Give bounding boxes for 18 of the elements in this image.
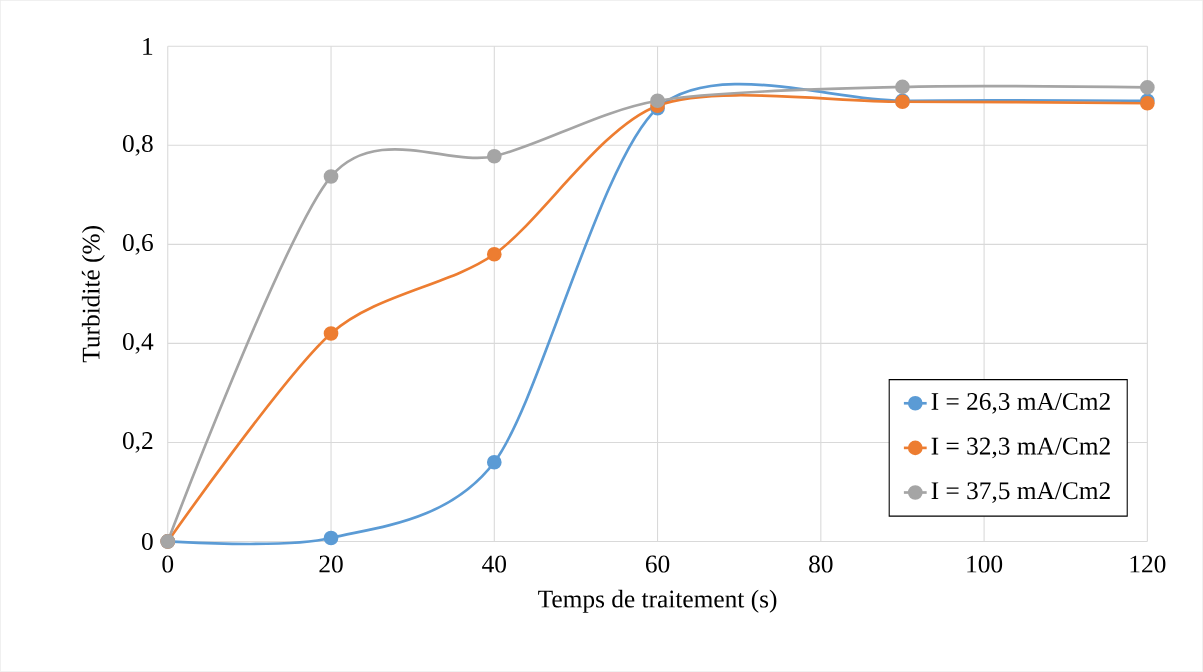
- x-tick-label: 60: [645, 555, 670, 573]
- x-axis-title: Temps de traitement (s): [538, 589, 777, 613]
- x-tick-label: 100: [967, 555, 1003, 573]
- y-tick-label: 0,8: [122, 135, 153, 156]
- y-tick-label: 0,4: [122, 333, 154, 354]
- y-tick-label: 1: [143, 38, 153, 55]
- x-tick-label: 80: [809, 555, 833, 573]
- x-tick-label: 0: [162, 555, 174, 573]
- legend-label: I = 26,3 mA/Cm2: [931, 393, 1110, 414]
- y-tick-label: 0,6: [122, 234, 153, 255]
- x-tick-label: 120: [1130, 555, 1166, 573]
- y-tick-label: 0,2: [122, 432, 153, 453]
- x-tick-label: 20: [319, 555, 343, 573]
- y-tick-label: 0: [141, 532, 153, 551]
- legend-label: I = 37,5 mA/Cm2: [931, 482, 1110, 503]
- x-tick-label: 40: [482, 555, 506, 573]
- y-axis-title: Turbidité (%): [81, 226, 105, 363]
- legend-label: I = 32,3 mA/Cm2: [931, 437, 1110, 459]
